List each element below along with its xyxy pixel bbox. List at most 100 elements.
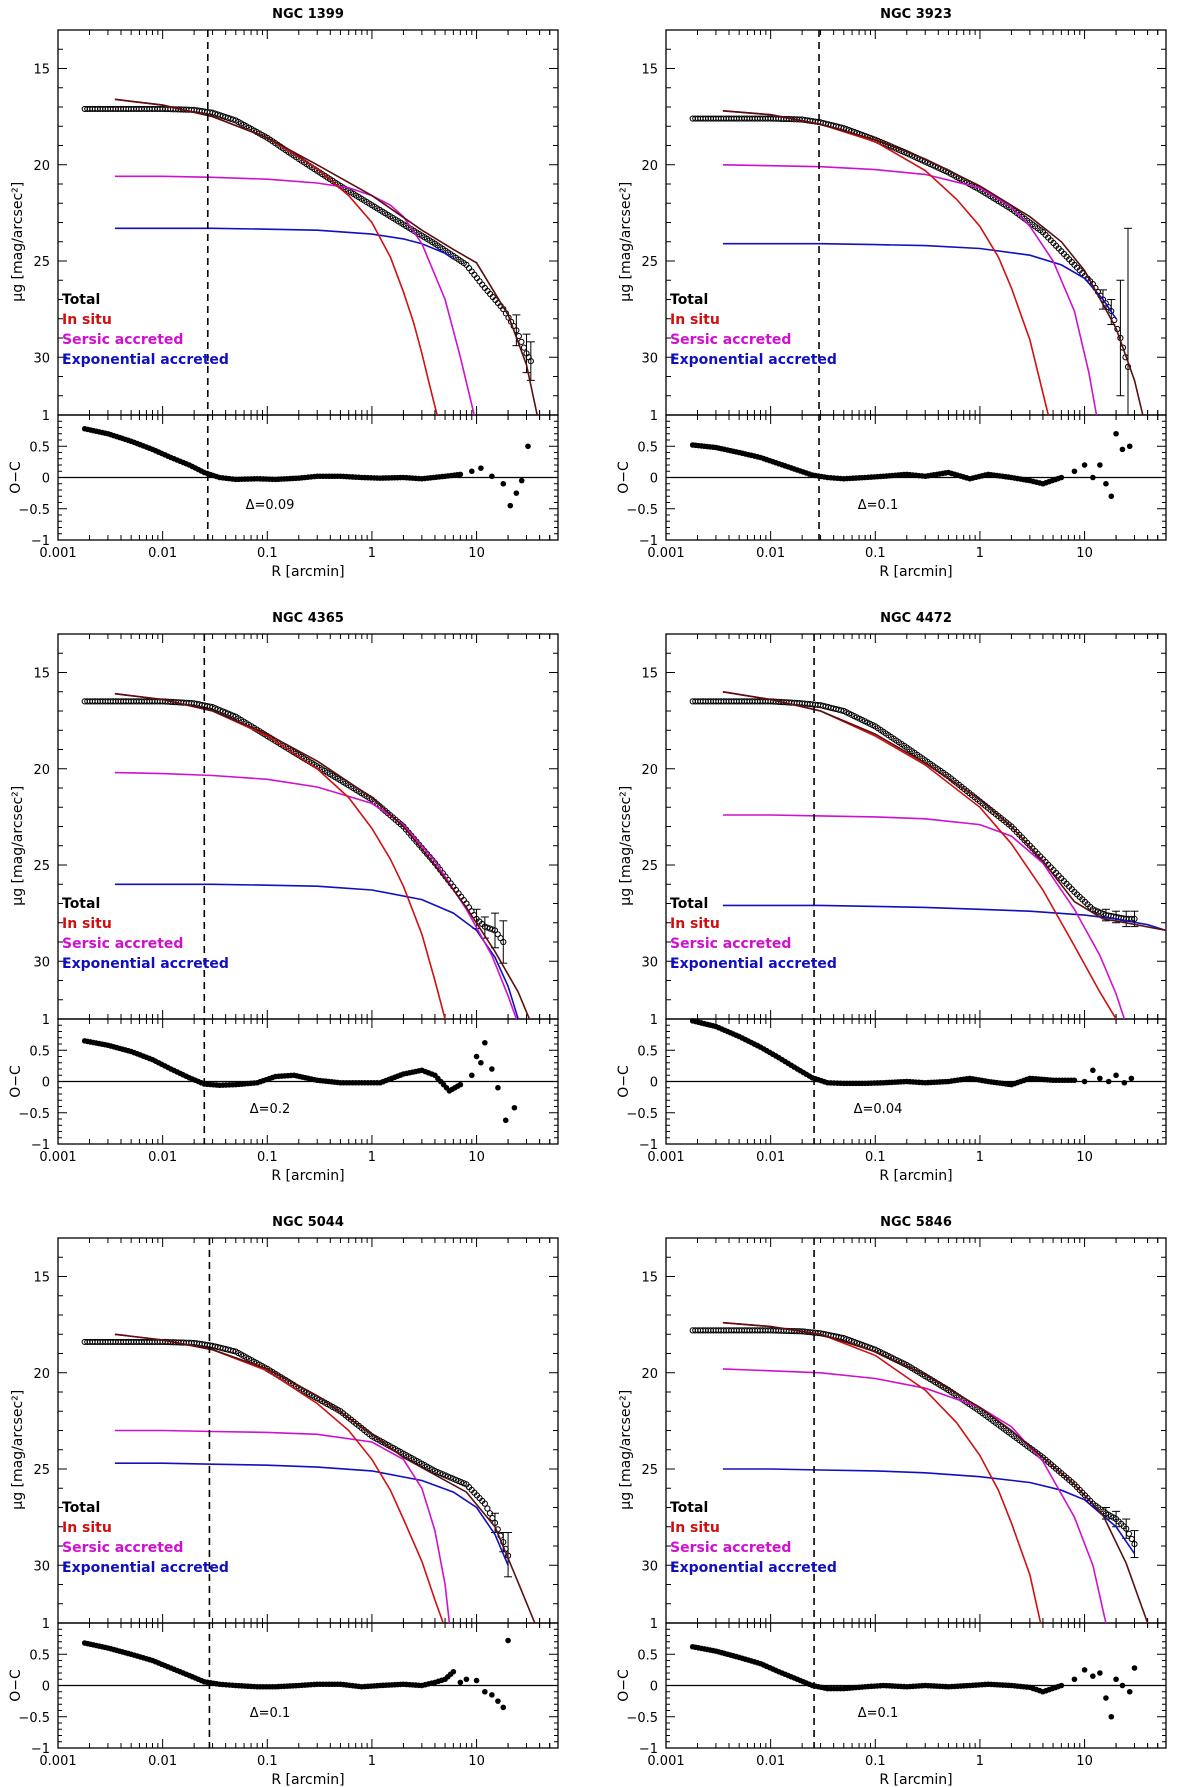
y-axis-label: μg [mag/arcsec²] [618,1390,634,1510]
y-axis-label: μg [mag/arcsec²] [618,786,634,906]
residual-tick-label: −1 [31,1742,50,1757]
residual-point [518,477,525,484]
legend-entry: Total [670,1500,708,1516]
y-tick-label: 25 [641,255,658,270]
x-axis-label: R [arcmin] [271,1772,344,1787]
x-axis-label: R [arcmin] [879,1168,952,1184]
x-tick-label: 10 [1076,1754,1093,1769]
y-tick-label: 30 [641,1559,658,1574]
y-tick-label: 30 [33,351,50,366]
data-point [518,338,525,345]
residual-point [1103,480,1109,487]
residual-point [1108,493,1115,500]
curves-group [689,1321,1149,1623]
x-axis-label: R [arcmin] [271,564,344,580]
y-tick-label: 25 [33,255,50,270]
series-sersic-line [722,164,1098,415]
data-point [520,344,528,351]
residual-tick-label: 0 [42,1076,50,1091]
residual-point [1097,1075,1103,1082]
residual-point [1108,1713,1115,1720]
residual-point [1081,1667,1088,1673]
legend-entry: Exponential accreted [62,352,229,368]
x-tick-label: 1 [368,546,376,561]
x-tick-label: 10 [1076,1150,1093,1165]
residual-point [1126,443,1133,450]
series-sersic-line [722,1368,1107,1623]
residual-axis-label: O−C [8,1065,24,1098]
residual-axis-label: O−C [616,461,632,494]
data-point [481,1500,488,1507]
residual-point [1105,1078,1112,1085]
delta-label: Δ=0.2 [250,1102,290,1117]
series-total-line [114,1333,536,1623]
residual-tick-label: 0 [42,472,50,487]
residual-point [511,1104,518,1111]
residual-point [1071,468,1078,475]
x-tick-label: 0.01 [148,1150,177,1165]
legend-entry: Sersic accreted [670,332,791,348]
legend-entry: In situ [62,1520,112,1536]
y-tick-label: 25 [33,859,50,874]
legend-entry: Sersic accreted [62,332,183,348]
chart-title: NGC 1399 [272,7,344,22]
x-tick-label: 0.001 [39,1754,76,1769]
residual-tick-label: 0.5 [637,1044,658,1059]
residual-point [450,1668,457,1675]
y-tick-label: 1 [650,1617,658,1632]
data-point [230,116,237,123]
residual-point [505,1637,511,1644]
residual-tick-label: −1 [639,1742,658,1757]
delta-label: Δ=0.1 [250,1706,290,1721]
residual-tick-label: −1 [31,534,50,549]
legend-entry: In situ [670,312,720,328]
residual-tick-label: −0.5 [18,1711,50,1726]
legend-entry: Exponential accreted [62,956,229,972]
residual-tick-label: −1 [639,1138,658,1153]
residual-tick-label: −0.5 [18,1107,50,1122]
residual-point [1131,1665,1138,1671]
curves-group [689,110,1144,415]
residual-tick-label: 0.5 [29,440,50,455]
x-tick-label: 0.01 [756,1150,785,1165]
y-tick-label: 30 [641,955,658,970]
legend-entry: Exponential accreted [670,352,837,368]
y-tick-label: 20 [641,763,658,778]
x-tick-label: 0.001 [39,546,76,561]
residual-point [463,1676,470,1683]
y-tick-label: 25 [641,1463,658,1478]
x-tick-label: 0.1 [257,546,278,561]
x-tick-label: 0.1 [865,1150,886,1165]
residual-point [1090,474,1096,481]
series-total-line [722,691,1166,932]
legend-entry: In situ [62,916,112,932]
residual-axis-label: O−C [616,1669,632,1702]
residual-point [1058,1682,1065,1689]
series-total-line [114,98,538,415]
residual-point [495,1698,501,1704]
delta-label: Δ=0.1 [858,1706,898,1721]
y-tick-label: 20 [641,159,658,174]
series-insitu-line [114,1333,444,1623]
curves-group [81,98,538,415]
chart-title: NGC 5846 [880,1215,952,1230]
x-tick-label: 10 [468,1754,485,1769]
x-axis-label: R [arcmin] [271,1168,344,1184]
delta-label: Δ=0.1 [858,498,898,513]
residual-point [457,1081,464,1088]
x-tick-label: 0.1 [865,1754,886,1769]
x-tick-label: 0.001 [647,1754,684,1769]
y-axis-label: μg [mag/arcsec²] [618,182,634,302]
x-tick-label: 0.1 [865,546,886,561]
legend-entry: In situ [670,916,720,932]
y-axis-label: μg [mag/arcsec²] [10,1390,26,1510]
x-tick-label: 1 [976,1754,984,1769]
y-tick-label: 15 [641,1271,658,1286]
series-insitu-line [722,110,1050,415]
series-exponential-line [114,227,454,260]
series-total-line [722,1321,1149,1623]
residual-point [502,1117,509,1124]
residual-point [1126,1688,1133,1695]
